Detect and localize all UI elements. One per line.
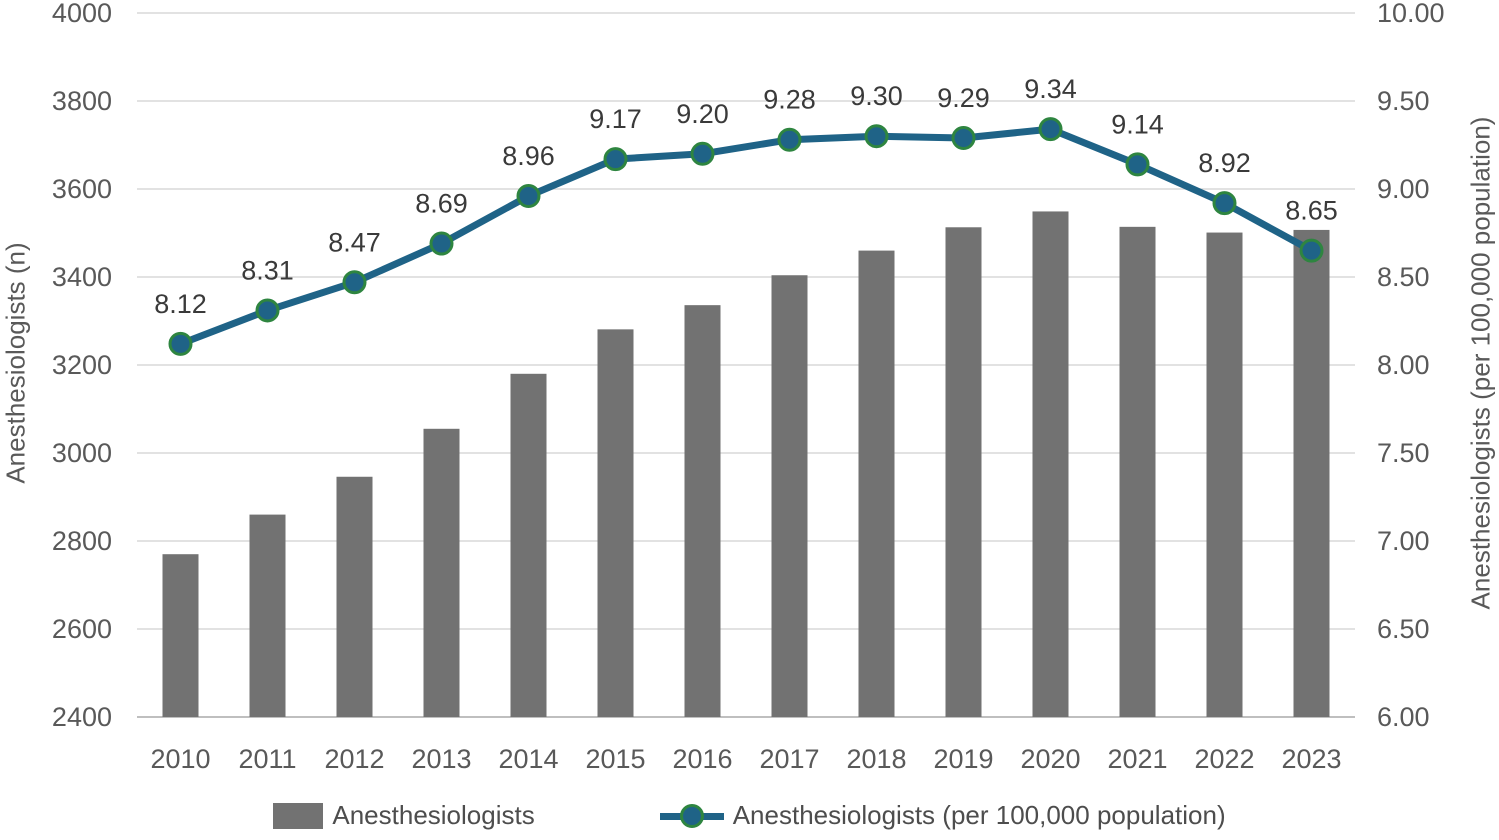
line-series-swatch (659, 803, 724, 829)
right-axis-tick-label: 9.00 (1377, 174, 1430, 204)
left-axis-tick-label: 3400 (52, 262, 112, 292)
line-marker-2021 (1125, 152, 1150, 177)
line-swatch-marker-icon (679, 803, 704, 828)
x-axis-label: 2010 (150, 744, 210, 774)
legend-item-line-series: Anesthesiologists (per 100,000 populatio… (659, 800, 1226, 831)
line-marker-2015 (603, 147, 628, 172)
x-axis-label: 2017 (759, 744, 819, 774)
x-axis-label: 2015 (585, 744, 645, 774)
data-label: 8.12 (154, 289, 207, 319)
left-axis-tick-label: 2400 (52, 702, 112, 732)
bar-2017 (771, 275, 808, 717)
right-axis-tick-label: 6.00 (1377, 702, 1430, 732)
bar-2020 (1032, 211, 1069, 717)
data-label: 9.30 (850, 81, 903, 111)
bar-series-swatch (273, 802, 324, 829)
line-marker-2019 (951, 125, 976, 150)
x-axis-label: 2018 (846, 744, 906, 774)
x-axis-label: 2012 (324, 744, 384, 774)
data-label: 8.69 (415, 189, 468, 219)
bar-2014 (510, 373, 547, 717)
data-label: 9.29 (937, 83, 990, 113)
line-marker-2011 (255, 298, 280, 323)
x-axis-label: 2013 (411, 744, 471, 774)
legend-label-line-series: Anesthesiologists (per 100,000 populatio… (732, 800, 1226, 830)
left-axis-tick-label: 3800 (52, 86, 112, 116)
line-marker-2020 (1038, 117, 1063, 142)
line-marker-2012 (342, 270, 367, 295)
bar-2022 (1206, 232, 1243, 717)
line-marker-2013 (429, 231, 454, 256)
x-axis-label: 2014 (498, 744, 558, 774)
trend-line (177, 125, 1315, 348)
right-axis-tick-label: 6.50 (1377, 614, 1430, 644)
x-axis-label: 2016 (672, 744, 732, 774)
data-label: 9.28 (763, 85, 816, 115)
line-marker-2010 (168, 331, 193, 356)
bar-2012 (336, 476, 373, 717)
left-axis-tick-label: 3200 (52, 350, 112, 380)
legend-item-bar-series: Anesthesiologists (273, 800, 535, 831)
data-label: 9.34 (1024, 74, 1077, 104)
bar-2016 (684, 305, 721, 717)
right-axis-tick-label: 8.00 (1377, 350, 1430, 380)
left-axis-tick-label: 3600 (52, 174, 112, 204)
bar-2015 (597, 329, 634, 717)
data-label: 8.47 (328, 227, 381, 257)
left-axis-tick-label: 3000 (52, 438, 112, 468)
left-axis-tick-label: 4000 (52, 0, 112, 28)
line-marker-2018 (864, 124, 889, 149)
line-marker-2022 (1212, 191, 1237, 216)
bar-2011 (249, 514, 286, 717)
bar-2010 (162, 554, 199, 717)
x-axis-label: 2022 (1194, 744, 1254, 774)
right-axis-tick-label: 7.00 (1377, 526, 1430, 556)
data-label: 8.31 (241, 255, 294, 285)
x-axis-label: 2019 (933, 744, 993, 774)
line-marker-2014 (516, 184, 541, 209)
right-axis-tick-label: 9.50 (1377, 86, 1430, 116)
data-label: 8.65 (1285, 196, 1338, 226)
bar-2023 (1293, 229, 1330, 718)
line-marker-2017 (777, 127, 802, 152)
x-axis-label: 2023 (1281, 744, 1341, 774)
data-label: 8.96 (502, 141, 555, 171)
x-axis-label: 2011 (238, 744, 296, 774)
chart-legend: Anesthesiologists Anesthesiologists (per… (0, 800, 1499, 831)
left-axis-tick-label: 2600 (52, 614, 112, 644)
right-axis-tick-label: 8.50 (1377, 262, 1430, 292)
data-label: 9.17 (589, 104, 642, 134)
bar-2013 (423, 428, 460, 717)
data-label: 9.14 (1111, 109, 1164, 139)
bar-2018 (858, 250, 895, 717)
data-label: 9.20 (676, 99, 729, 129)
legend-label-bar-series: Anesthesiologists (332, 800, 535, 830)
x-axis-label: 2020 (1020, 744, 1080, 774)
line-marker-2023 (1299, 238, 1324, 263)
right-axis-tick-label: 7.50 (1377, 438, 1430, 468)
bar-2019 (945, 227, 982, 717)
bar-2021 (1119, 226, 1156, 717)
data-label: 8.92 (1198, 148, 1251, 178)
left-axis-tick-label: 2800 (52, 526, 112, 556)
right-axis-tick-label: 10.00 (1377, 0, 1445, 28)
right-axis-title: Anesthesiologists (per 100,000 populatio… (1465, 116, 1496, 610)
line-marker-2016 (690, 141, 715, 166)
x-axis-label: 2021 (1107, 744, 1167, 774)
